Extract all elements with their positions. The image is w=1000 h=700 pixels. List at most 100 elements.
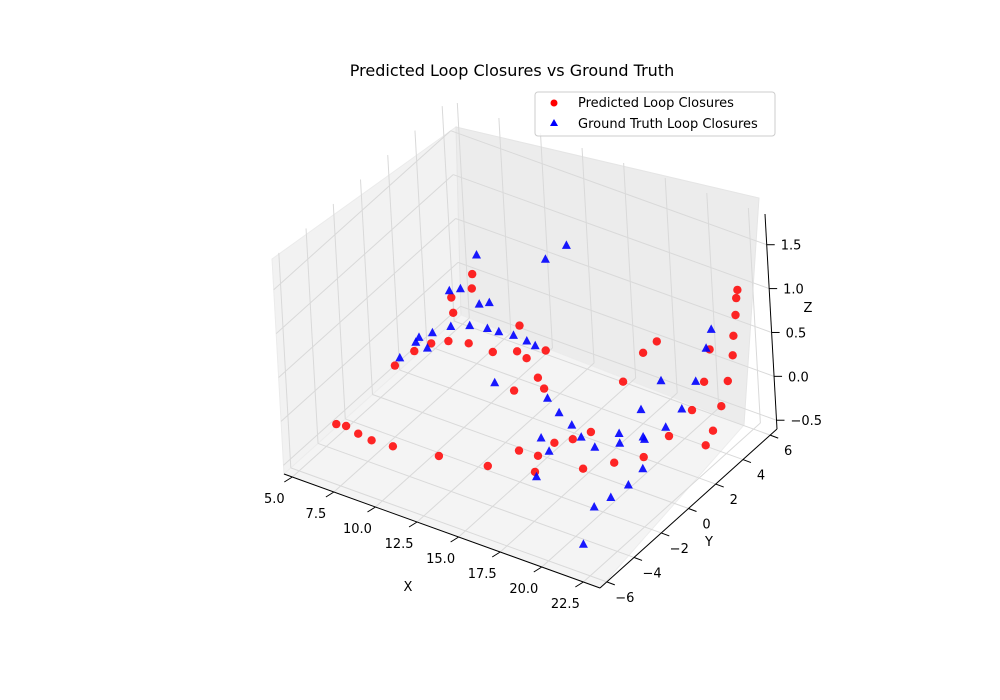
x-tick-label-3: 12.5 (385, 537, 414, 552)
z-tick-label-1: 0.0 (788, 370, 809, 385)
predicted-point-40 (723, 376, 732, 386)
gridline-y-floor-5 (426, 345, 744, 461)
gridline-z-left-3 (275, 174, 454, 334)
tick-mark-y-0 (606, 581, 615, 586)
y-tick-label-1: −4 (642, 566, 661, 581)
predicted-point-24 (449, 308, 458, 317)
predicted-point-5 (434, 451, 444, 461)
gridline-y-wall-1 (305, 228, 319, 444)
ground-truth-point-32 (614, 428, 624, 437)
tick-mark-y-3 (688, 508, 697, 512)
chart-title: Predicted Loop Closures vs Ground Truth (350, 61, 674, 80)
x-tick-label-1: 7.5 (306, 507, 327, 522)
predicted-point-32 (514, 446, 524, 455)
ground-truth-point-16 (472, 250, 481, 259)
x-tick-label-2: 10.0 (343, 522, 372, 537)
predicted-point-26 (515, 321, 524, 330)
series-predicted (332, 269, 742, 477)
predicted-point-33 (533, 451, 543, 460)
y-axis-line (599, 428, 778, 589)
series-ground-truth (395, 240, 716, 548)
ground-truth-point-0 (395, 352, 405, 362)
tick-mark-y-5 (742, 459, 752, 464)
predicted-point-10 (639, 452, 648, 462)
gridline-y-floor-0 (290, 467, 607, 583)
ground-truth-point-4 (465, 320, 475, 330)
predicted-point-31 (539, 384, 549, 393)
ground-truth-point-12 (474, 299, 484, 308)
gridline-z-left-2 (278, 218, 456, 378)
predicted-point-21 (512, 347, 522, 356)
legend: Predicted Loop Closures Ground Truth Loo… (534, 91, 776, 137)
gridline-z-back-1 (457, 261, 775, 377)
ground-truth-point-28 (677, 404, 687, 413)
predicted-point-34 (550, 438, 559, 447)
predicted-point-22 (467, 284, 476, 293)
predicted-point-20 (488, 347, 497, 357)
gridline-y-floor-3 (372, 394, 689, 509)
ground-truth-point-38 (638, 463, 648, 473)
gridline-z-back-2 (455, 217, 772, 333)
predicted-point-11 (664, 431, 674, 441)
legend-marker-predicted (550, 99, 558, 107)
ground-truth-point-41 (544, 446, 554, 455)
gridline-y-wall-4 (387, 155, 401, 371)
gridline-x-wall-5 (664, 177, 678, 394)
legend-label-ground-truth: Ground Truth Loop Closures (578, 117, 758, 132)
ground-truth-point-34 (656, 375, 666, 385)
predicted-point-41 (728, 351, 737, 360)
predicted-point-12 (687, 405, 697, 415)
z-tick-label-0: −0.5 (791, 414, 823, 429)
gridline-y-floor-6 (454, 320, 771, 436)
legend-box (534, 91, 776, 137)
predicted-point-23 (468, 269, 477, 279)
gridline-z-left-1 (280, 261, 459, 422)
ground-truth-point-15 (422, 343, 432, 352)
predicted-point-13 (699, 377, 709, 386)
ground-truth-point-29 (691, 376, 701, 385)
tick-mark-x-4 (450, 536, 459, 543)
y-tick-label-3: 0 (702, 518, 710, 533)
ground-truth-point-24 (590, 442, 600, 451)
ground-truth-point-40 (638, 432, 648, 441)
y-tick-label-5: 4 (757, 469, 765, 484)
predicted-point-9 (610, 458, 619, 467)
ground-truth-point-1 (411, 337, 421, 346)
ground-truth-point-30 (701, 343, 711, 352)
gridline-x-wall-1 (498, 117, 512, 334)
predicted-point-27 (522, 354, 531, 363)
z-tick-label-3: 1.0 (783, 283, 804, 298)
gridline-y-wall-2 (332, 203, 346, 419)
tick-mark-y-6 (770, 434, 779, 439)
gridline-x-wall-2 (539, 132, 553, 349)
tick-mark-x-2 (367, 506, 376, 513)
tick-mark-x-3 (408, 521, 418, 528)
gridline-z-back-0 (460, 305, 777, 421)
predicted-point-35 (568, 435, 577, 444)
gridline-y-wall-6 (441, 106, 455, 322)
ground-truth-point-31 (706, 324, 716, 333)
predicted-point-25 (447, 293, 456, 302)
predicted-point-1 (341, 421, 351, 431)
ground-truth-point-17 (540, 254, 550, 263)
legend-label-predicted: Predicted Loop Closures (578, 96, 734, 111)
ground-truth-point-2 (427, 327, 437, 337)
y-tick-label-6: 6 (784, 444, 792, 459)
predicted-point-0 (332, 419, 341, 429)
gridline-y-floor-1 (317, 442, 635, 558)
ground-truth-point-20 (554, 407, 564, 417)
predicted-point-4 (388, 442, 398, 451)
legend-marker-ground-truth (550, 119, 558, 126)
ground-truth-point-5 (482, 323, 492, 332)
ground-truth-point-3 (446, 321, 456, 330)
x-axis-label: X (404, 580, 413, 595)
ground-truth-point-13 (484, 297, 494, 307)
predicted-point-39 (717, 402, 726, 411)
grid-lines (273, 102, 777, 583)
predicted-point-29 (509, 386, 519, 395)
gridline-y-wall-5 (414, 130, 428, 346)
gridline-y-wall-3 (360, 179, 373, 395)
ground-truth-point-23 (532, 471, 541, 481)
predicted-point-2 (354, 429, 363, 438)
